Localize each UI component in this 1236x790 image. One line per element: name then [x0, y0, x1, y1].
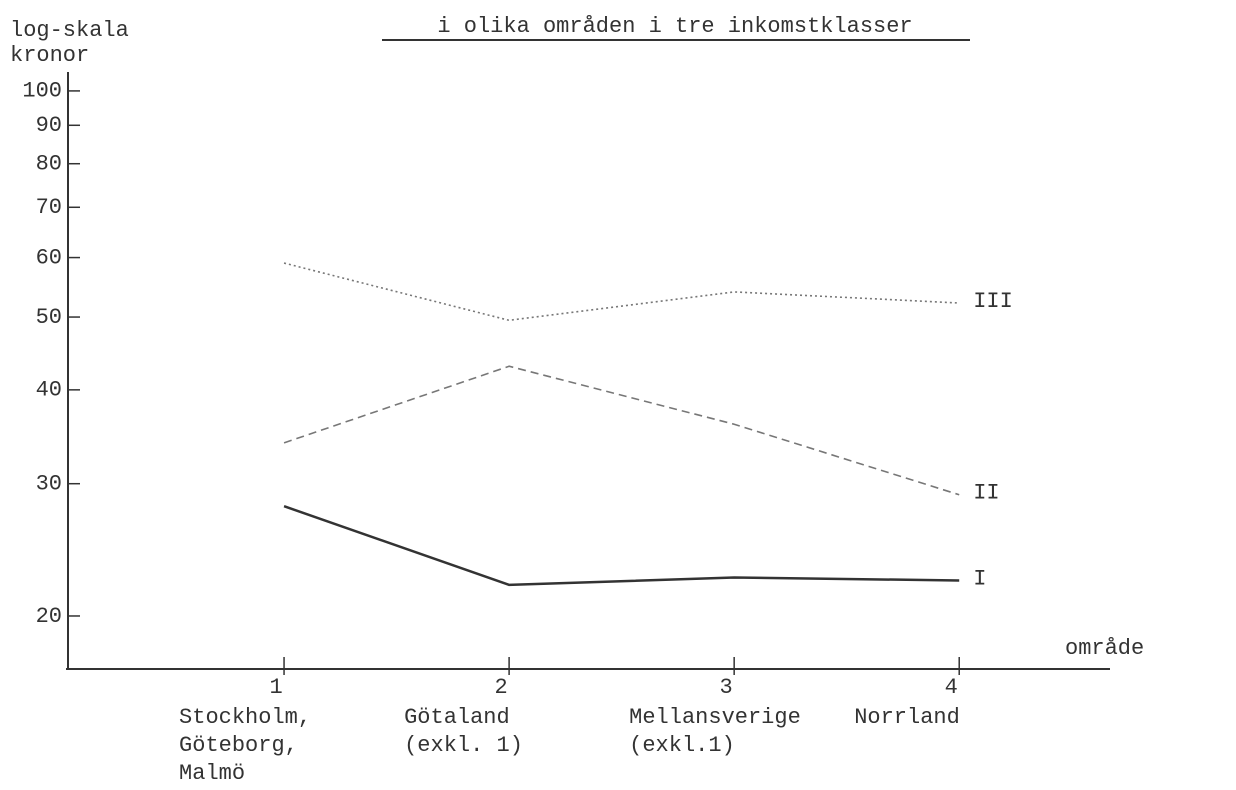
y-tick-label: 60 [36, 245, 62, 270]
region-label: (exkl.1) [629, 733, 735, 758]
x-axis-label: område [1065, 636, 1144, 661]
region-label: Götaland [404, 705, 510, 730]
y-axis-label: log-skala [10, 18, 129, 43]
region-label: Stockholm, [179, 705, 311, 730]
y-tick-label: 20 [36, 604, 62, 629]
region-label: Malmö [179, 761, 245, 786]
region-label: Mellansverige [629, 705, 801, 730]
y-tick-label: 30 [36, 472, 62, 497]
y-tick-label: 100 [22, 79, 62, 104]
y-tick-label: 40 [36, 378, 62, 403]
y-tick-label: 80 [36, 152, 62, 177]
series-label: III [973, 289, 1013, 314]
region-label: (exkl. 1) [404, 733, 523, 758]
y-axis-label: kronor [10, 43, 89, 68]
x-tick-label: 4 [945, 675, 958, 700]
x-tick-label: 1 [269, 675, 282, 700]
series-label: II [973, 481, 999, 506]
chart-title: i olika områden i tre inkomstklasser [437, 14, 912, 39]
y-tick-label: 70 [36, 195, 62, 220]
series-line [283, 365, 960, 496]
x-tick-label: 3 [720, 675, 733, 700]
series-line [283, 262, 960, 322]
region-label: Göteborg, [179, 733, 298, 758]
x-tick-label: 2 [495, 675, 508, 700]
y-tick-label: 90 [36, 113, 62, 138]
series-label: I [973, 566, 986, 591]
y-tick-label: 50 [36, 305, 62, 330]
region-label: Norrland [854, 705, 960, 730]
series-line [283, 505, 960, 587]
